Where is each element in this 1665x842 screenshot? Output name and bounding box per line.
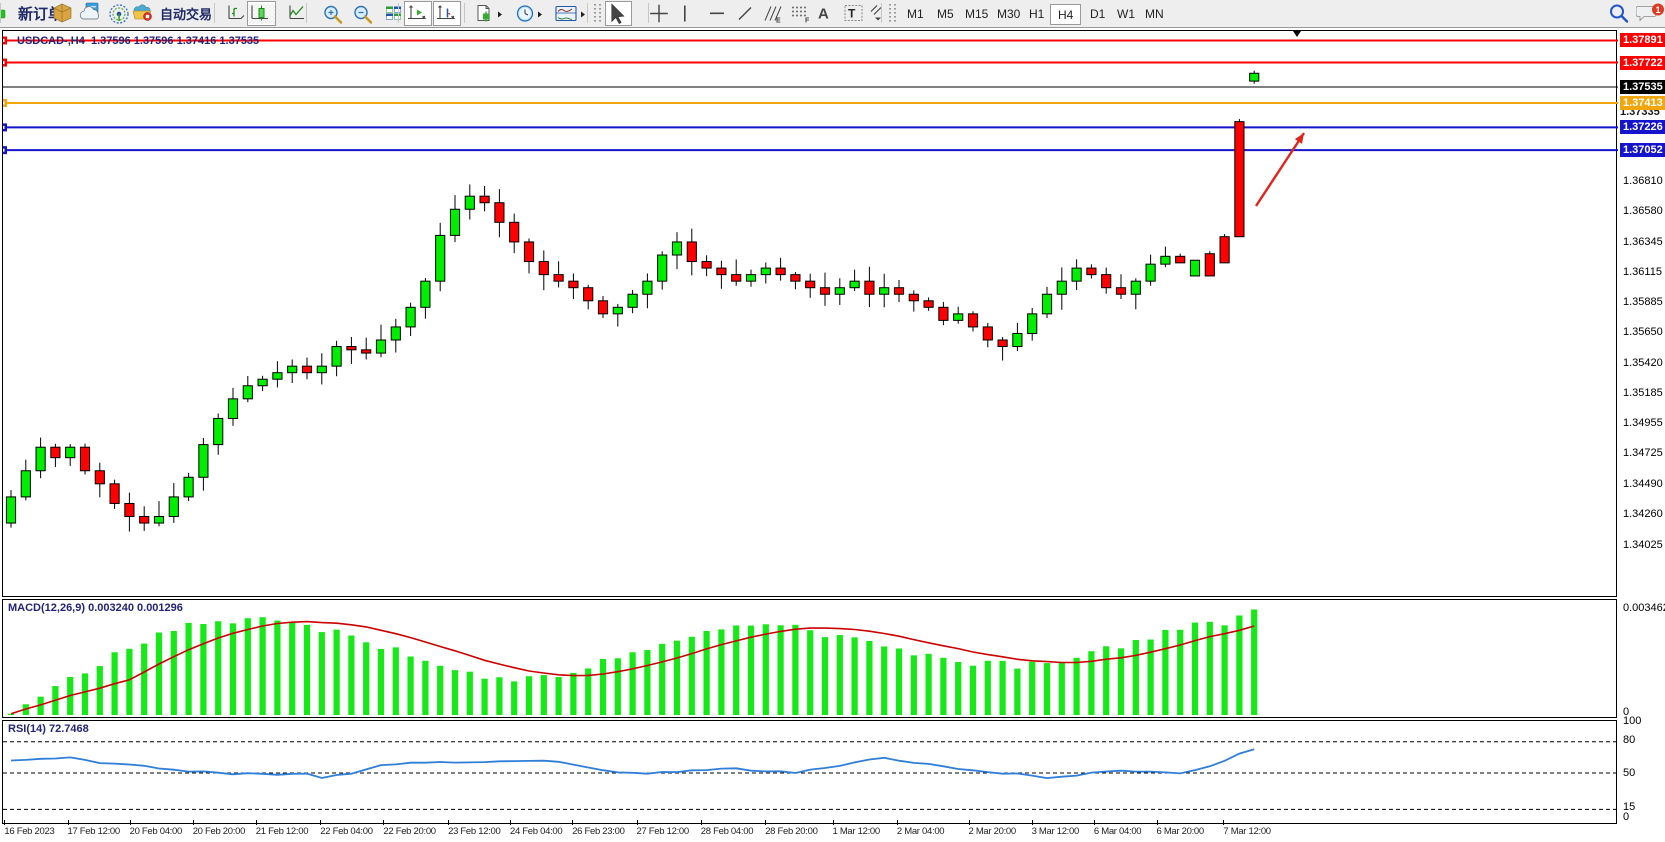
svg-text:E: E [776, 18, 781, 25]
svg-text:F: F [805, 18, 810, 25]
svg-text:T: T [848, 7, 856, 21]
svg-text:A: A [818, 6, 829, 23]
svg-text:1: 1 [1655, 5, 1660, 15]
